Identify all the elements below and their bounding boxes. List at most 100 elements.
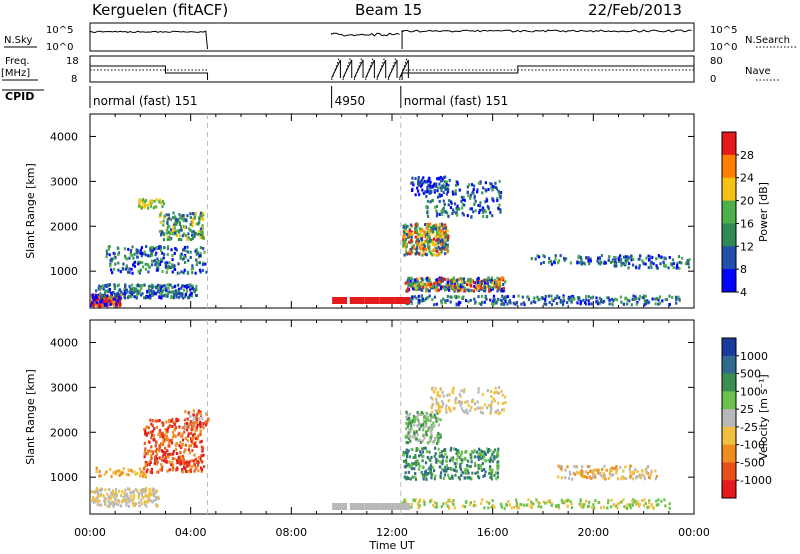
velocity-echo-cell — [454, 465, 458, 469]
power-echo-cell — [435, 288, 438, 292]
power-echo-cell — [498, 179, 501, 183]
velocity-echo-cell — [131, 490, 134, 494]
power-echo-cell — [426, 199, 430, 203]
power-echo-cell — [493, 301, 496, 305]
nave-label: Nave — [745, 66, 771, 77]
velocity-echo-cell — [668, 502, 671, 506]
power-echo-cell — [425, 287, 428, 291]
velocity-echo-cell — [179, 462, 182, 466]
power-echo-cell — [163, 246, 166, 250]
power-echo-cell — [536, 295, 539, 299]
power-echo-cell — [584, 262, 587, 266]
velocity-echo-cell — [566, 504, 569, 508]
velocity-echo-cell — [140, 470, 143, 474]
velocity-echo-cell — [198, 417, 201, 421]
power-echo-cell — [418, 243, 422, 247]
power-echo-cell — [96, 301, 99, 305]
power-echo-cell — [445, 182, 448, 186]
power-echo-cell — [453, 282, 456, 286]
velocity-echo-cell — [496, 471, 500, 475]
power-echo-cell — [643, 299, 647, 303]
velocity-echo-cell — [470, 405, 473, 409]
power-echo-cell — [139, 199, 142, 203]
power-echo-cell — [178, 221, 181, 225]
velocity-echo-cell — [441, 467, 444, 471]
velocity-echo-cell — [199, 433, 202, 437]
velocity-echo-cell — [474, 464, 477, 468]
power-echo-cell — [125, 266, 128, 270]
power-echo-cell — [408, 240, 411, 244]
velocity-echo-cell — [442, 394, 445, 398]
velocity-echo-cell — [486, 447, 489, 451]
velocity-echo-cell — [432, 425, 435, 429]
velocity-echo-cell — [120, 472, 123, 476]
velocity-echo-cell — [99, 494, 102, 498]
velocity-echo-cell — [430, 410, 434, 414]
power-echo-cell — [447, 214, 450, 218]
velocity-echo-cell — [439, 474, 442, 478]
power-echo-cell — [473, 202, 476, 206]
power-echo-cell — [473, 297, 476, 301]
power-echo-cell — [482, 214, 485, 218]
velocity-echo-cell — [573, 465, 576, 469]
velocity-echo-cell — [621, 475, 624, 479]
velocity-echo-cell — [561, 501, 564, 505]
velocity-echo-cell — [435, 457, 438, 461]
power-echo-cell — [164, 287, 168, 291]
velocity-echo-cell — [184, 436, 187, 440]
velocity-echo-cell — [490, 395, 493, 399]
velocity-echo-cell — [147, 426, 150, 430]
power-echo-cell — [180, 238, 183, 242]
power-echo-cell — [147, 265, 151, 269]
power-echo-cell — [418, 193, 421, 197]
power-echo-cell — [168, 235, 171, 239]
power-echo-cell — [201, 262, 205, 266]
velocity-flag-cell — [379, 503, 395, 510]
velocity-echo-cell — [600, 474, 603, 478]
power-echo-cell — [182, 232, 186, 236]
nsky-tick-bottom: 10^0 — [46, 42, 73, 53]
power-echo-cell — [181, 234, 184, 238]
power-ytick-label: 3000 — [50, 175, 78, 188]
velocity-ytick-label: 3000 — [50, 381, 78, 394]
power-echo-cell — [439, 285, 443, 289]
power-echo-cell — [496, 276, 499, 280]
power-echo-cell — [158, 198, 161, 202]
velocity-echo-cell — [136, 471, 139, 475]
velocity-echo-cell — [569, 500, 572, 504]
velocity-echo-cell — [493, 448, 497, 452]
power-echo-cell — [149, 246, 152, 250]
velocity-colorbar-tick-label: 500 — [740, 368, 761, 381]
velocity-echo-cell — [140, 502, 143, 506]
power-echo-cell — [182, 219, 185, 223]
power-echo-cell — [437, 252, 440, 256]
power-echo-cell — [162, 256, 165, 260]
power-echo-cell — [650, 266, 653, 270]
power-echo-cell — [473, 281, 477, 285]
power-echo-cell — [622, 302, 625, 306]
power-echo-cell — [495, 301, 498, 305]
power-echo-cell — [548, 301, 551, 305]
velocity-echo-cell — [636, 502, 640, 506]
velocity-echo-cell — [187, 461, 190, 465]
velocity-echo-cell — [431, 465, 435, 469]
power-echo-cell — [186, 271, 190, 275]
power-echo-cell — [158, 245, 161, 249]
power-echo-cell — [150, 259, 154, 263]
velocity-echo-cell — [425, 430, 428, 434]
power-echo-cell — [494, 181, 497, 185]
power-echo-cell — [124, 254, 127, 258]
power-colorbar-swatch — [722, 177, 736, 202]
power-echo-cell — [184, 292, 188, 296]
velocity-echo-cell — [430, 434, 433, 438]
power-echo-cell — [544, 294, 547, 298]
power-echo-cell — [178, 271, 181, 275]
power-echo-cell — [409, 252, 412, 256]
velocity-echo-cell — [426, 455, 429, 459]
power-echo-cell — [473, 196, 476, 200]
velocity-echo-cell — [430, 476, 433, 480]
velocity-echo-cell — [489, 411, 492, 415]
velocity-echo-cell — [597, 501, 600, 505]
velocity-echo-cell — [408, 429, 411, 433]
velocity-echo-cell — [423, 436, 426, 440]
